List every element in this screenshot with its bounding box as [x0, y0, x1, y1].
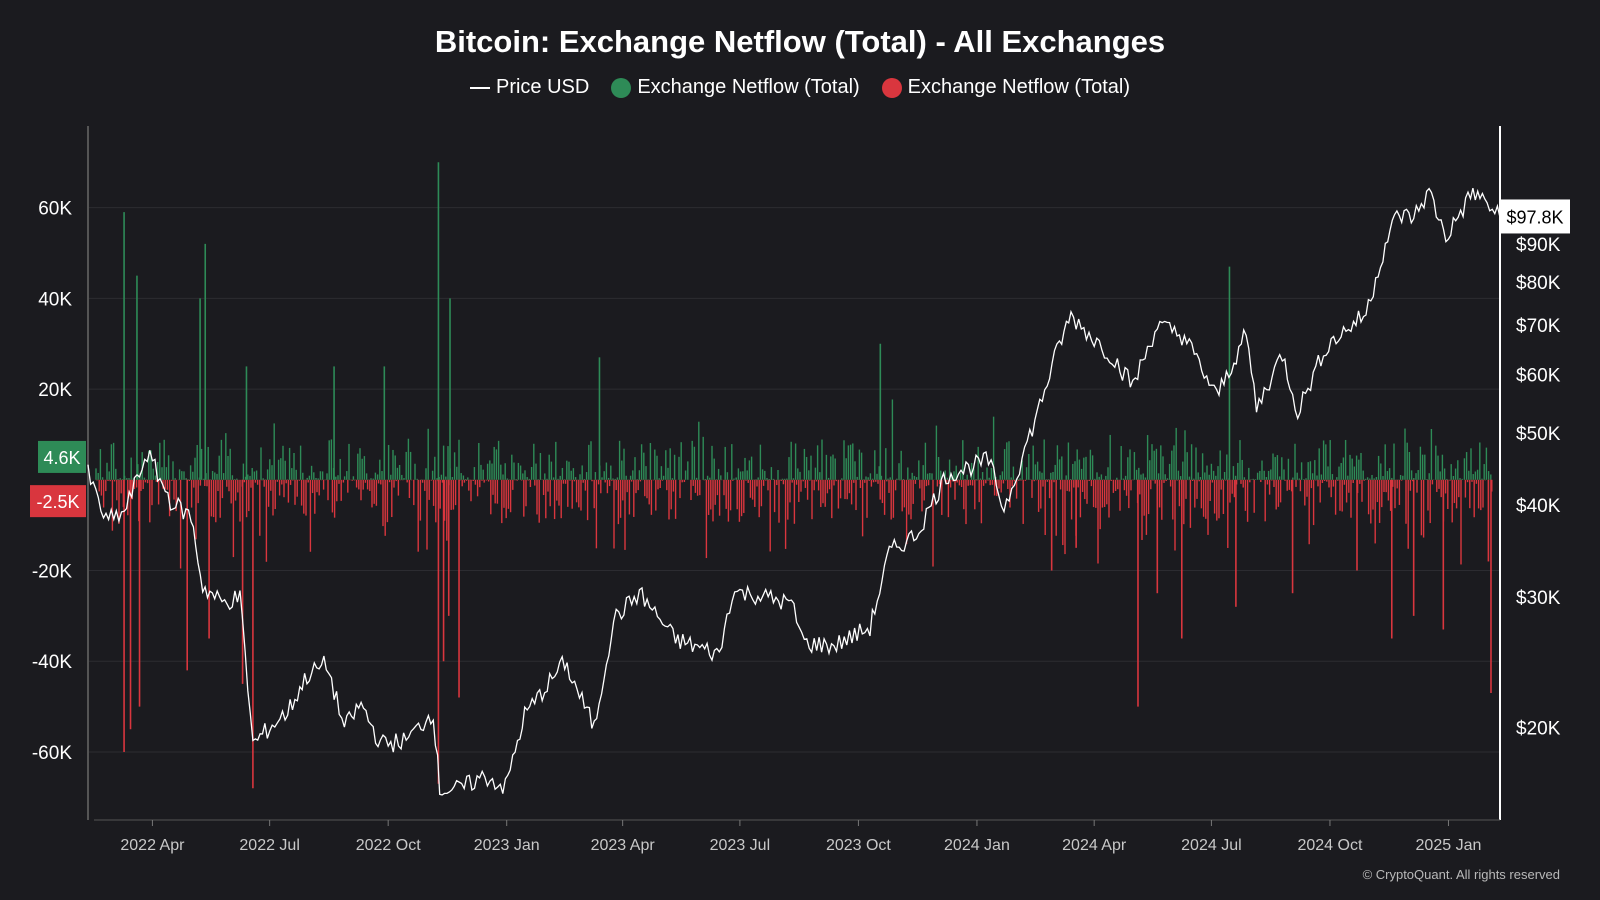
y-right-tick-label: $20K: [1516, 719, 1561, 740]
copyright-watermark: © CryptoQuant. All rights reserved: [1362, 867, 1560, 882]
y-right-tick-label: $80K: [1516, 273, 1561, 294]
legend-item-outflow[interactable]: Exchange Netflow (Total): [881, 76, 1130, 99]
legend-item-price[interactable]: Price USD: [469, 76, 590, 99]
price-value-label: $97.8K: [1506, 207, 1563, 227]
x-tick-label: 2023 Oct: [826, 837, 891, 854]
y-left-tick-label: 40K: [38, 289, 72, 310]
y-left-tick-label: -20K: [32, 562, 72, 583]
legend-label-price: Price USD: [495, 76, 590, 98]
inflow-value-label: 4.6K: [43, 448, 80, 468]
outflow-value-label: -2.5K: [36, 492, 79, 512]
y-right-tick-label: $30K: [1516, 588, 1561, 609]
x-tick-label: 2024 Apr: [1062, 837, 1127, 854]
y-right-tick-label: $40K: [1516, 496, 1561, 517]
legend-line-marker: [469, 86, 490, 89]
legend-dot-green: [611, 77, 632, 98]
inflow-value-tag: [38, 440, 86, 473]
y-right-tick-label: $50K: [1516, 424, 1561, 445]
y-left-tick-label: -60K: [32, 743, 72, 764]
y-left-tick-label: 20K: [38, 380, 72, 401]
price-value-tag: [1500, 199, 1570, 234]
price-line: [87, 187, 1501, 796]
x-tick-label: 2022 Apr: [120, 837, 185, 854]
x-tick-label: 2024 Jan: [944, 837, 1010, 854]
legend-label-outflow: Exchange Netflow (Total): [907, 76, 1130, 98]
x-tick-label: 2022 Jul: [239, 837, 300, 854]
y-left-tick-label: 60K: [38, 199, 72, 220]
y-right-tick-label: $60K: [1516, 365, 1561, 386]
x-tick-label: 2023 Apr: [591, 837, 656, 854]
chart-legend: Price USD Exchange Netflow (Total) Excha…: [0, 76, 1600, 99]
x-tick-label: 2023 Jul: [710, 837, 771, 854]
x-tick-label: 2025 Jan: [1416, 837, 1482, 854]
x-tick-label: 2022 Oct: [356, 837, 421, 854]
x-tick-label: 2023 Jan: [474, 837, 540, 854]
y-left-tick-label: -40K: [32, 652, 72, 673]
y-right-tick-label: $90K: [1516, 235, 1561, 256]
x-tick-label: 2024 Oct: [1297, 837, 1362, 854]
y-right-tick-label: $70K: [1516, 316, 1561, 337]
legend-dot-red: [881, 77, 902, 98]
x-tick-label: 2024 Jul: [1181, 837, 1242, 854]
outflow-value-tag: [30, 485, 86, 518]
legend-item-inflow[interactable]: Exchange Netflow (Total): [611, 76, 860, 99]
legend-label-inflow: Exchange Netflow (Total): [637, 76, 860, 98]
chart-title: Bitcoin: Exchange Netflow (Total) - All …: [434, 24, 1166, 59]
